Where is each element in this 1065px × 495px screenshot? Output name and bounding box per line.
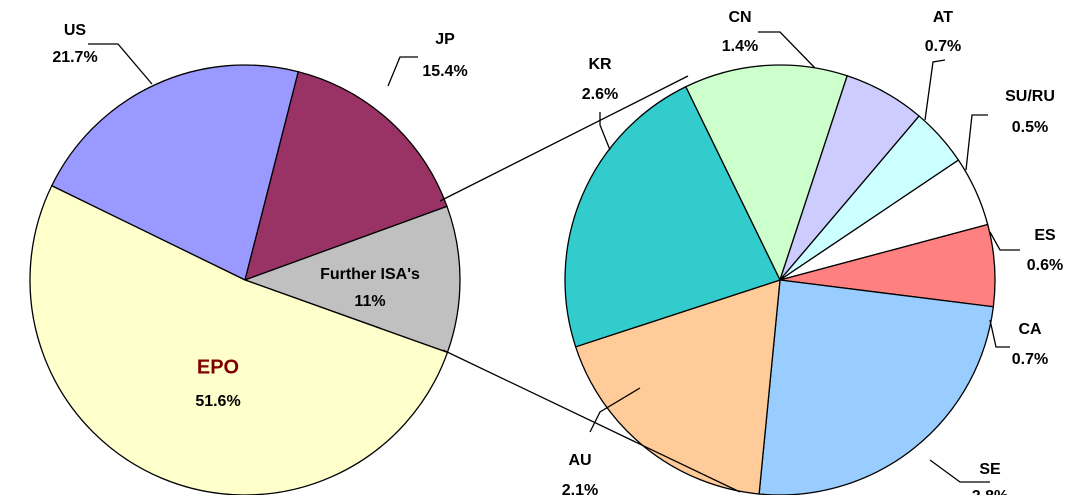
leader-line bbox=[599, 112, 611, 151]
leader-line bbox=[758, 31, 816, 69]
value-label: 2.8% bbox=[972, 488, 1008, 495]
pie-slice bbox=[758, 279, 995, 495]
slice-label: KR bbox=[588, 56, 612, 73]
pie-slice bbox=[243, 205, 461, 354]
value-label: 2.6% bbox=[582, 86, 618, 103]
value-label: 0.7% bbox=[925, 38, 961, 55]
leader-line bbox=[589, 387, 641, 433]
slice-label: AU bbox=[568, 452, 591, 469]
leader-line bbox=[989, 231, 1020, 251]
value-label: 0.6% bbox=[1027, 257, 1063, 274]
value-label: 51.6% bbox=[195, 393, 240, 410]
value-label: 15.4% bbox=[422, 63, 467, 80]
leader-line bbox=[387, 56, 418, 87]
slice-label: SU/RU bbox=[1005, 88, 1055, 105]
leader-line bbox=[929, 459, 990, 483]
leader-line bbox=[924, 59, 946, 121]
value-label: 0.7% bbox=[1012, 351, 1048, 368]
connector bbox=[442, 349, 741, 493]
pie-slice bbox=[684, 64, 849, 282]
slice-label: EPO bbox=[197, 356, 239, 378]
slice-label: US bbox=[64, 22, 87, 39]
slice-label: Further ISA's bbox=[320, 266, 420, 283]
value-label: 0.5% bbox=[1012, 119, 1048, 136]
slice-label: ES bbox=[1034, 227, 1056, 244]
connector bbox=[439, 75, 689, 202]
value-label: 11% bbox=[354, 293, 385, 310]
slice-label: AT bbox=[933, 9, 953, 26]
slice-label: SE bbox=[979, 461, 1001, 478]
slices bbox=[29, 64, 996, 495]
slice-label: CA bbox=[1018, 321, 1042, 338]
value-label: 2.1% bbox=[562, 482, 598, 495]
value-label: 1.4% bbox=[722, 38, 758, 55]
pie-slice bbox=[244, 70, 448, 282]
labels: US 21.7% JP 15.4% Further ISA's 11% EPO 51.6% CN… bbox=[52, 9, 1063, 495]
leader-line bbox=[989, 319, 1010, 348]
leader-line bbox=[88, 43, 153, 85]
slice-label: CN bbox=[728, 9, 751, 26]
pie-slice bbox=[564, 85, 781, 348]
leader-line bbox=[965, 114, 988, 171]
pie-slice bbox=[29, 184, 449, 495]
value-label: 21.7% bbox=[52, 49, 97, 66]
pie-slice bbox=[50, 64, 300, 281]
slice-label: JP bbox=[435, 31, 455, 48]
pie-slice bbox=[574, 279, 781, 495]
